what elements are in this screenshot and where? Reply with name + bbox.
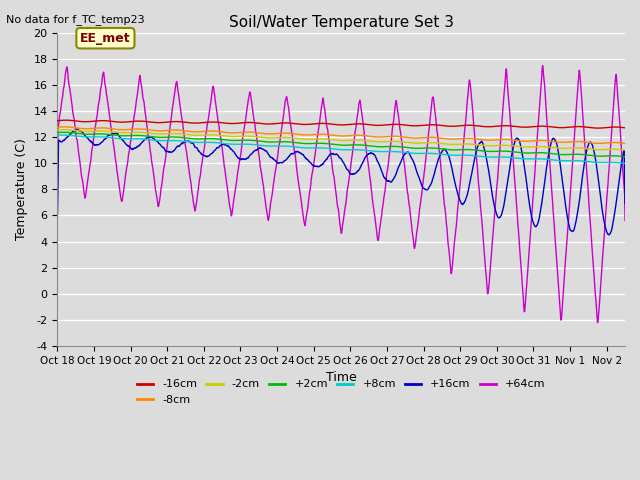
- +64cm: [330, 172, 337, 178]
- -8cm: [54, 124, 61, 130]
- +2cm: [605, 153, 612, 159]
- +16cm: [315, 164, 323, 169]
- +2cm: [315, 140, 323, 146]
- +64cm: [314, 128, 322, 133]
- +8cm: [605, 160, 612, 166]
- +2cm: [621, 154, 629, 160]
- +64cm: [83, 187, 90, 193]
- Legend: -16cm, -8cm, -2cm, +2cm, +8cm, +16cm, +64cm: -16cm, -8cm, -2cm, +2cm, +8cm, +16cm, +6…: [132, 375, 550, 409]
- -16cm: [595, 125, 602, 131]
- -8cm: [330, 132, 337, 138]
- +64cm: [594, 320, 602, 325]
- Line: +2cm: +2cm: [58, 132, 625, 157]
- -2cm: [60, 127, 68, 132]
- +64cm: [605, 166, 613, 171]
- +2cm: [60, 130, 67, 135]
- +8cm: [315, 145, 323, 151]
- +16cm: [54, 214, 61, 220]
- -8cm: [500, 136, 508, 142]
- +16cm: [605, 232, 612, 238]
- -16cm: [54, 118, 61, 124]
- +8cm: [54, 132, 61, 138]
- -8cm: [605, 140, 612, 145]
- -8cm: [61, 124, 69, 130]
- -16cm: [315, 120, 323, 126]
- +2cm: [54, 130, 61, 135]
- -16cm: [83, 119, 90, 125]
- Line: +8cm: +8cm: [58, 135, 625, 163]
- -2cm: [83, 129, 90, 134]
- Line: +64cm: +64cm: [58, 66, 625, 323]
- +16cm: [605, 232, 612, 238]
- -8cm: [621, 141, 629, 146]
- Line: +16cm: +16cm: [58, 129, 625, 235]
- +8cm: [330, 146, 337, 152]
- -8cm: [83, 126, 90, 132]
- -8cm: [315, 132, 323, 137]
- X-axis label: Time: Time: [326, 372, 356, 384]
- Line: -2cm: -2cm: [58, 130, 625, 150]
- +64cm: [500, 88, 508, 94]
- -2cm: [315, 136, 323, 142]
- -2cm: [500, 143, 508, 148]
- -16cm: [621, 125, 629, 131]
- +64cm: [54, 209, 61, 215]
- +2cm: [330, 142, 337, 147]
- +8cm: [605, 160, 612, 166]
- +64cm: [605, 169, 612, 175]
- +8cm: [500, 154, 508, 160]
- Line: -16cm: -16cm: [58, 120, 625, 128]
- -2cm: [605, 146, 612, 152]
- +8cm: [58, 132, 65, 138]
- +16cm: [330, 151, 337, 157]
- Line: -8cm: -8cm: [58, 127, 625, 144]
- +8cm: [621, 160, 629, 166]
- +16cm: [83, 134, 90, 140]
- +8cm: [83, 134, 90, 140]
- Title: Soil/Water Temperature Set 3: Soil/Water Temperature Set 3: [228, 15, 454, 30]
- -16cm: [605, 124, 613, 130]
- -2cm: [330, 137, 337, 143]
- +2cm: [605, 153, 612, 159]
- +16cm: [621, 201, 629, 206]
- -2cm: [605, 146, 612, 152]
- +64cm: [539, 63, 547, 69]
- -2cm: [621, 147, 629, 153]
- -2cm: [54, 127, 61, 133]
- Text: EE_met: EE_met: [80, 32, 131, 45]
- -8cm: [605, 140, 612, 145]
- -16cm: [62, 117, 70, 123]
- -16cm: [605, 124, 612, 130]
- -16cm: [330, 121, 337, 127]
- +16cm: [73, 126, 81, 132]
- Text: No data for f_TC_temp23: No data for f_TC_temp23: [6, 14, 145, 25]
- Y-axis label: Temperature (C): Temperature (C): [15, 138, 28, 240]
- -16cm: [500, 123, 508, 129]
- +64cm: [621, 218, 629, 224]
- +2cm: [500, 148, 508, 154]
- +2cm: [83, 132, 90, 137]
- +16cm: [500, 198, 508, 204]
- +16cm: [605, 232, 613, 238]
